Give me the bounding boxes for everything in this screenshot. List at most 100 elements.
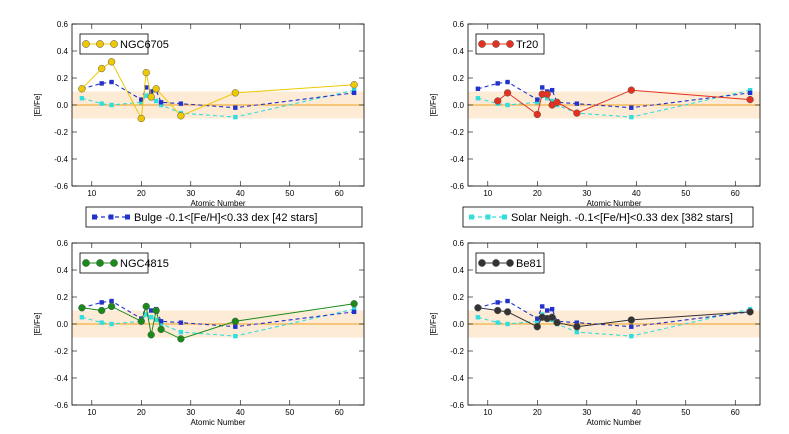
tr20-legend-label: Tr20 <box>516 39 538 51</box>
bulge-point <box>233 324 238 329</box>
bulge-point <box>139 97 144 102</box>
ngc4815-legend-label: NGC4815 <box>120 258 169 270</box>
y-tick-label: 0.4 <box>453 47 465 56</box>
bulge-point <box>148 89 154 94</box>
bulge-point <box>158 319 164 324</box>
ngc4815-point <box>177 335 185 343</box>
y-tick-label: -0.2 <box>450 128 464 137</box>
tr20-point <box>746 95 754 104</box>
y-axis-title: [El/Fe] <box>33 312 42 335</box>
y-tick-label: -0.4 <box>54 155 68 164</box>
solar-point <box>153 317 159 323</box>
y-tick-label: -0.6 <box>54 401 68 410</box>
tr20-legend-marker <box>506 40 514 48</box>
y-tick-label: 0.2 <box>57 293 69 302</box>
x-tick-label: 60 <box>731 189 740 198</box>
x-tick-label: 10 <box>87 408 96 417</box>
ngc6705-point <box>107 58 116 66</box>
x-tick-label: 50 <box>681 189 690 198</box>
x-axis-title: Atomic Number <box>586 418 641 427</box>
solar-series-line <box>477 89 751 118</box>
x-tick-label: 20 <box>137 189 146 198</box>
bulge-point <box>178 101 184 106</box>
x-tick-label: 10 <box>87 189 96 198</box>
bulge-point <box>629 324 634 329</box>
x-tick-label: 40 <box>632 189 641 198</box>
solar-point <box>79 96 85 101</box>
solar-point <box>109 102 114 108</box>
tr20-point <box>494 97 502 105</box>
x-tick-label: 50 <box>681 408 690 417</box>
solar-point <box>233 114 238 120</box>
ngc6705-legend-marker <box>110 40 118 48</box>
solar-point <box>139 100 144 105</box>
bulge-point <box>148 308 154 313</box>
y-axis-title: [El/Fe] <box>429 312 438 335</box>
bulge-point <box>540 85 545 90</box>
solar-point <box>747 87 753 93</box>
panel-tr20: 10 20 30 40 50 60 -0.6 -0.4 -0.2 0.0 0.2 0.4 0.6 Atom… <box>429 20 761 208</box>
solar-point <box>544 96 550 101</box>
be81-legend-marker <box>492 259 500 267</box>
y-tick-label: -0.2 <box>54 128 68 137</box>
bulge-legend-box <box>85 206 363 228</box>
y-tick-label: 0.0 <box>453 101 465 110</box>
solar-point <box>144 93 149 98</box>
ngc6705-legend-marker <box>96 40 104 48</box>
be81-point <box>533 323 541 331</box>
solar-series-line <box>81 89 355 118</box>
ngc4815-point <box>98 306 106 315</box>
ngc4815-point <box>107 302 116 311</box>
solar-legend-box <box>462 206 754 228</box>
x-axis-title: Atomic Number <box>190 199 245 208</box>
tr20-point <box>503 89 512 97</box>
bulge-point <box>505 298 510 304</box>
y-tick-label: 0.2 <box>57 74 69 83</box>
y-tick-label: 0.2 <box>453 293 465 302</box>
tr20-point <box>553 98 561 106</box>
bulge-point <box>144 85 149 90</box>
y-tick-label: 0.4 <box>57 47 69 56</box>
bulge-point <box>549 87 555 93</box>
solar-legend-marker <box>485 214 491 220</box>
y-tick-label: -0.6 <box>450 182 464 191</box>
ngc6705-point <box>137 114 145 123</box>
x-tick-label: 30 <box>186 189 195 198</box>
bulge-point <box>505 79 510 85</box>
x-tick-label: 40 <box>632 408 641 417</box>
be81-point <box>548 313 556 321</box>
ngc6705-point <box>231 89 239 97</box>
y-tick-label: 0.4 <box>57 266 69 275</box>
y-tick-label: 0.0 <box>57 101 69 110</box>
bulge-point <box>747 90 753 96</box>
solar-point <box>144 312 149 317</box>
y-tick-label: -0.6 <box>54 182 68 191</box>
solar-point <box>505 321 510 327</box>
y-axis-title: [El/Fe] <box>429 93 438 116</box>
ngc6705-point <box>147 93 155 101</box>
x-axis-title: Atomic Number <box>586 199 641 208</box>
bulge-point <box>540 304 545 309</box>
y-tick-label: -0.4 <box>54 374 68 383</box>
solar-legend-label: Solar Neigh. -0.1<[Fe/H]<0.33 dex [382 s… <box>511 212 733 224</box>
x-tick-label: 10 <box>483 408 492 417</box>
y-tick-label: 0.6 <box>57 20 69 29</box>
be81-point <box>627 316 635 324</box>
be81-legend-marker <box>478 259 486 267</box>
bulge-legend-label: Bulge -0.1<[Fe/H]<0.33 dex [42 stars] <box>134 212 317 224</box>
ngc6705-point <box>98 64 106 73</box>
panel-ngc4815: 10 20 30 40 50 60 -0.6 -0.4 -0.2 0.0 0.2 0.4 0.6 Atom… <box>33 239 365 427</box>
ngc4815-legend-marker <box>82 259 90 267</box>
solar-point <box>475 315 481 320</box>
tr20-point <box>533 110 541 119</box>
y-tick-label: -0.2 <box>54 347 68 356</box>
y-tick-label: 0.0 <box>57 320 69 329</box>
be81-point <box>494 306 502 315</box>
be81-legend-marker <box>506 259 514 267</box>
solar-point <box>148 315 154 320</box>
tr20-series-line <box>497 89 751 116</box>
ngc6705-point <box>177 112 185 120</box>
solar-point <box>233 333 238 339</box>
ngc6705-legend-marker <box>82 40 90 48</box>
